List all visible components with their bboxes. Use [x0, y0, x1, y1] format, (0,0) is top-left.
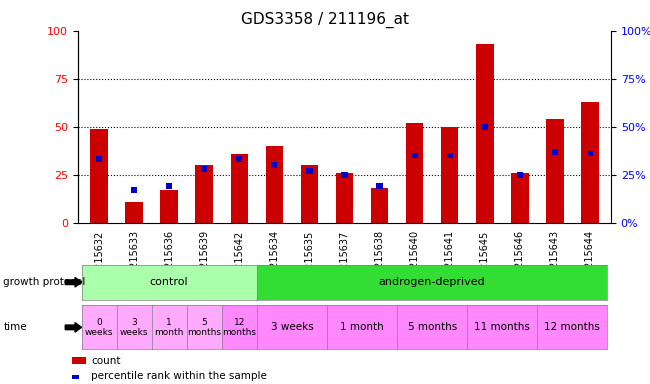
Bar [236, 157, 242, 162]
Text: 1 month: 1 month [340, 322, 384, 333]
Text: 0
weeks: 0 weeks [84, 318, 113, 337]
Bar [271, 162, 278, 168]
Text: 5
months: 5 months [187, 318, 221, 337]
Text: percentile rank within the sample: percentile rank within the sample [91, 371, 267, 381]
Text: growth protocol: growth protocol [3, 277, 86, 287]
Bar [511, 173, 528, 223]
Bar [370, 188, 388, 223]
Bar [196, 165, 213, 223]
Bar [125, 202, 143, 223]
Bar [587, 151, 593, 157]
Bar [90, 129, 108, 223]
Text: time: time [3, 322, 27, 333]
Bar [96, 157, 102, 162]
Text: GDS3358 / 211196_at: GDS3358 / 211196_at [241, 12, 409, 28]
Text: 12
months: 12 months [222, 318, 256, 337]
Bar [341, 172, 348, 178]
Bar [552, 149, 558, 155]
Text: 11 months: 11 months [474, 322, 530, 333]
Bar [166, 184, 172, 189]
Text: 5 months: 5 months [408, 322, 457, 333]
Bar [581, 102, 599, 223]
Bar [447, 153, 453, 159]
Text: 3 weeks: 3 weeks [270, 322, 313, 333]
Bar [376, 184, 383, 189]
Bar [406, 123, 423, 223]
Text: 12 months: 12 months [545, 322, 601, 333]
Bar [411, 153, 418, 159]
Bar [482, 124, 488, 130]
Bar [306, 168, 313, 174]
Text: androgen-deprived: androgen-deprived [379, 277, 486, 287]
Bar [336, 173, 353, 223]
Bar [546, 119, 564, 223]
Text: 1
month: 1 month [155, 318, 184, 337]
Bar [161, 190, 178, 223]
Bar [301, 165, 318, 223]
Bar [201, 166, 207, 172]
Bar [476, 44, 493, 223]
Bar [131, 187, 137, 193]
Bar [266, 146, 283, 223]
Text: count: count [91, 356, 120, 366]
Bar [517, 172, 523, 178]
Bar [231, 154, 248, 223]
Bar [441, 127, 458, 223]
Text: control: control [150, 277, 188, 287]
Text: 3
weeks: 3 weeks [120, 318, 148, 337]
